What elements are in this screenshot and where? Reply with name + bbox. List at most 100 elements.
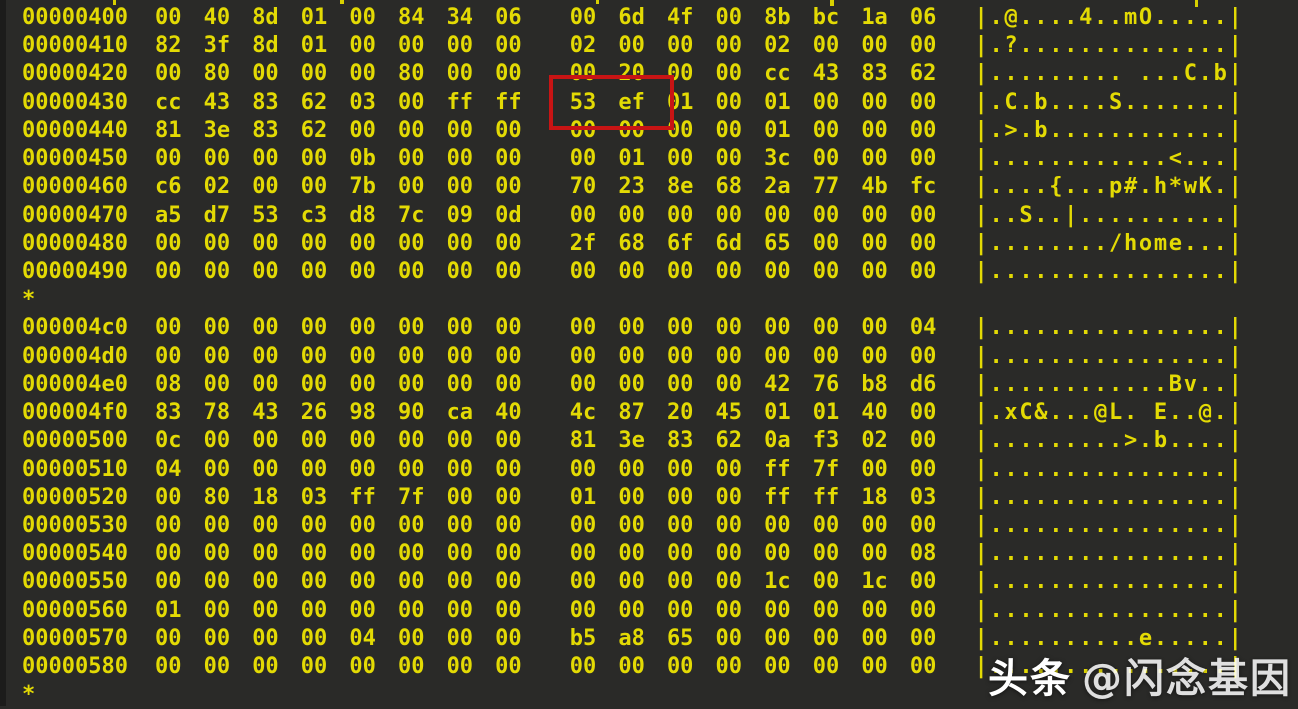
hex-byte: 00 xyxy=(715,146,743,172)
hex-byte: 02 xyxy=(764,33,791,59)
hex-byte: a5 xyxy=(155,202,182,228)
hex-byte: ff xyxy=(495,89,522,115)
hex-byte: c3 xyxy=(300,202,328,228)
hex-byte: 00 xyxy=(349,258,376,284)
hex-byte: cc xyxy=(155,89,182,115)
hexdump-row: 00000480 00 00 00 00 00 00 00 00 2f 68 6f 6d 65 00 00 0… xyxy=(0,230,1298,258)
hex-byte: 00 xyxy=(715,456,743,482)
hex-byte: b8 xyxy=(861,371,888,397)
hex-byte: 00 xyxy=(715,5,743,30)
hex-byte: 00 xyxy=(666,315,694,341)
hex-byte: 00 xyxy=(909,400,937,426)
hexdump-row: 00000520 00 80 18 03 ff 7f 00 00 01 00 00 00 ff ff 18 0… xyxy=(0,484,1298,512)
hex-byte: 00 xyxy=(349,61,376,87)
ascii-column: |................| xyxy=(974,597,1244,623)
hex-byte: 00 xyxy=(203,428,231,454)
hex-byte: 00 xyxy=(569,315,597,341)
hex-byte: 04 xyxy=(349,625,376,651)
hex-byte: 23 xyxy=(618,174,645,200)
hex-byte: 00 xyxy=(252,541,279,567)
hex-byte: 01 xyxy=(300,33,328,59)
hex-byte: 00 xyxy=(397,428,425,454)
hex-byte: 0d xyxy=(495,202,522,228)
hex-byte: 00 xyxy=(203,343,231,369)
hex-byte: 00 xyxy=(155,512,182,538)
hex-byte: 00 xyxy=(252,625,279,651)
hex-byte: c6 xyxy=(155,174,182,200)
hex-byte: 00 xyxy=(715,315,743,341)
hex-byte: 6d xyxy=(618,5,645,30)
glyph-remnant xyxy=(830,0,834,6)
hex-byte: 00 xyxy=(349,5,376,30)
hex-byte: 82 xyxy=(155,33,182,59)
hex-byte: 00 xyxy=(349,541,376,567)
hex-byte: 6d xyxy=(715,230,743,256)
hex-byte: 00 xyxy=(349,597,376,623)
hex-byte: 1c xyxy=(861,569,888,595)
hex-byte: 00 xyxy=(252,258,279,284)
hex-byte: 00 xyxy=(861,146,888,172)
glyph-remnant xyxy=(596,0,599,4)
offset-label: 00000550 xyxy=(22,569,128,595)
hex-byte: 00 xyxy=(495,117,522,143)
hex-byte: 00 xyxy=(715,258,743,284)
hex-byte: 00 xyxy=(203,230,231,256)
hex-byte: 0c xyxy=(155,428,182,454)
hex-byte: 00 xyxy=(764,258,791,284)
hex-byte: 00 xyxy=(861,456,888,482)
hex-byte: 00 xyxy=(909,343,937,369)
hex-byte: 01 xyxy=(812,400,840,426)
hex-byte: 06 xyxy=(495,5,522,30)
hex-byte: 00 xyxy=(618,33,645,59)
hex-byte: 00 xyxy=(812,230,840,256)
hex-byte: 00 xyxy=(300,61,328,87)
hexdump-output: 00000400 00 40 8d 01 00 84 34 06 00 6d 4f 00 8b bc 1a 0… xyxy=(0,4,1298,709)
ascii-column: |............Bv..| xyxy=(974,371,1244,397)
hexdump-row: 00000440 81 3e 83 62 00 00 00 00 00 00 00 00 01 00 00 0… xyxy=(0,117,1298,145)
hex-byte: 00 xyxy=(812,625,840,651)
offset-label: 00000460 xyxy=(22,174,128,200)
hex-byte: 00 xyxy=(495,569,522,595)
hex-byte: 00 xyxy=(495,428,522,454)
hex-byte: 00 xyxy=(861,343,888,369)
watermark-handle: @闪念基因 xyxy=(1082,656,1292,702)
ascii-column: |......../home...| xyxy=(974,230,1244,256)
hex-byte: 01 xyxy=(155,597,182,623)
hex-byte: 00 xyxy=(666,258,694,284)
ascii-column: |..........e.....| xyxy=(974,625,1244,651)
hex-byte: 68 xyxy=(618,230,645,256)
ascii-column: |................| xyxy=(974,484,1244,510)
hex-byte: 00 xyxy=(666,512,694,538)
hex-byte: 00 xyxy=(812,541,840,567)
hex-byte: 6f xyxy=(666,230,694,256)
offset-label: 00000430 xyxy=(22,89,128,115)
hex-byte: 00 xyxy=(715,343,743,369)
terminal-left-edge xyxy=(0,0,6,706)
hexdump-row: 00000430 cc 43 83 62 03 00 ff ff 53 ef 01 00 01 00 00 0… xyxy=(0,89,1298,117)
hex-byte: 00 xyxy=(397,174,425,200)
hex-byte: 00 xyxy=(203,569,231,595)
hex-byte: 00 xyxy=(618,541,645,567)
hex-byte: 00 xyxy=(569,569,597,595)
hex-byte: 00 xyxy=(715,541,743,567)
hex-byte: 01 xyxy=(300,5,328,30)
hex-byte: 00 xyxy=(764,202,791,228)
hex-byte: 1a xyxy=(861,5,888,30)
hexdump-skip-row: * xyxy=(0,286,1298,314)
offset-label: 00000580 xyxy=(22,654,128,680)
glyph-remnant xyxy=(1195,0,1198,7)
hex-byte: 00 xyxy=(495,230,522,256)
hex-byte: 00 xyxy=(203,315,231,341)
hex-byte: 83 xyxy=(155,400,182,426)
hex-byte: 00 xyxy=(666,33,694,59)
hex-byte: 1c xyxy=(764,569,791,595)
hex-byte: 00 xyxy=(252,512,279,538)
hex-byte: 8e xyxy=(666,174,694,200)
skip-marker: * xyxy=(22,287,36,313)
hex-byte: 00 xyxy=(397,146,425,172)
hex-byte: 8d xyxy=(252,33,279,59)
hex-byte: 00 xyxy=(909,89,937,115)
offset-label: 000004c0 xyxy=(22,315,128,341)
hex-byte: 00 xyxy=(495,258,522,284)
hex-byte: 00 xyxy=(446,33,474,59)
